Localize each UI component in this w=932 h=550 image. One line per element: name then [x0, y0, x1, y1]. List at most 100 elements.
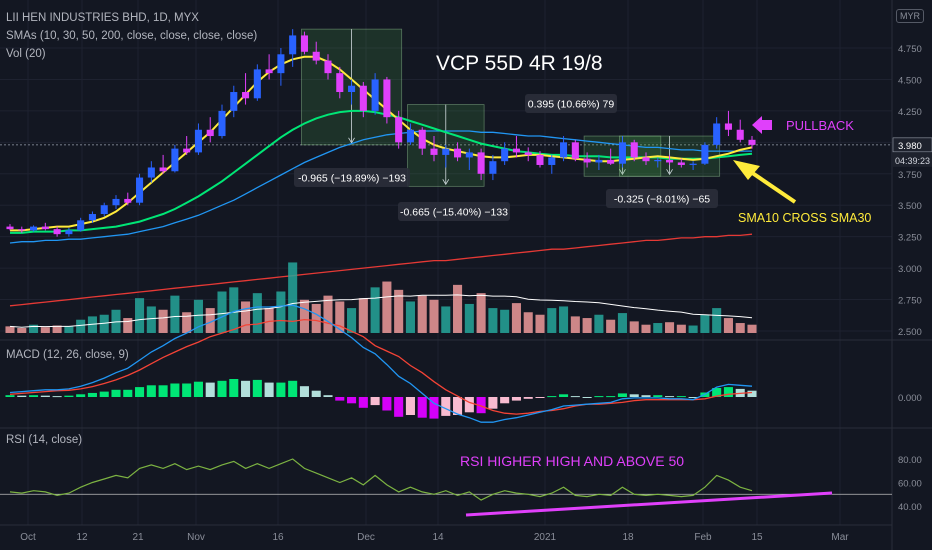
- candle-body: [265, 69, 273, 74]
- candle-body: [336, 73, 344, 93]
- annotation-sma-cross: SMA10 CROSS SMA30: [738, 211, 871, 225]
- candle-body: [689, 163, 697, 165]
- candle-body: [100, 205, 108, 215]
- candle-body: [395, 117, 403, 143]
- volume-bar: [299, 299, 309, 333]
- macd-histogram-bar: [547, 396, 557, 398]
- candle-body: [477, 152, 485, 174]
- volume-bar: [464, 303, 474, 333]
- candle-body: [65, 230, 73, 235]
- time-tick-label: Nov: [187, 532, 205, 543]
- time-tick-label: 18: [622, 532, 634, 543]
- axes: 4.7504.5004.2504.0003.7503.5003.2503.000…: [20, 44, 932, 543]
- candle-body: [124, 198, 132, 203]
- volume-bar: [594, 314, 604, 333]
- time-tick-label: Dec: [357, 532, 375, 543]
- measure-label-1-bg: [294, 168, 410, 187]
- volume-bar: [111, 309, 121, 333]
- measure-label-3-bg: [525, 94, 617, 113]
- volume-bar: [394, 289, 404, 333]
- volume-ma-line: [9, 294, 753, 328]
- candle-body: [253, 69, 261, 99]
- time-tick-label: Oct: [20, 532, 36, 543]
- volume-bar: [417, 295, 427, 333]
- macd-histogram-bar: [641, 395, 651, 397]
- price-tick-label: 4.750: [898, 44, 922, 55]
- candle-body: [194, 129, 202, 153]
- volume-bar: [688, 325, 698, 333]
- candle-body: [571, 142, 579, 159]
- candle-body: [383, 79, 391, 118]
- candle-body: [147, 167, 155, 178]
- macd-histogram-bar: [476, 397, 486, 414]
- rsi-trendline: [465, 491, 833, 517]
- currency-badge[interactable]: MYR: [896, 9, 924, 23]
- candle-body: [136, 177, 144, 203]
- sma30-line: [10, 109, 753, 234]
- rsi-legend: RSI (14, close): [6, 434, 83, 446]
- time-tick-label: 12: [76, 532, 88, 543]
- volume-bar: [747, 324, 757, 333]
- candle-body: [465, 152, 473, 158]
- candle-body: [6, 226, 14, 230]
- candle-body: [159, 167, 167, 172]
- volume-bar: [64, 326, 74, 333]
- macd-histogram-bar: [347, 397, 357, 404]
- countdown-tag: [893, 152, 932, 167]
- candle-body: [454, 148, 462, 158]
- macd-histogram-bar: [99, 391, 109, 397]
- macd-histogram-bar: [123, 389, 133, 397]
- candle-body: [548, 157, 556, 165]
- volume-bar: [511, 303, 521, 333]
- candle-body: [560, 142, 568, 158]
- macd-histogram-bar: [394, 397, 404, 417]
- measure-label-4: -0.325 (−8.01%) −65: [614, 194, 710, 206]
- candle-body: [442, 148, 450, 155]
- price-tick-label: 4.250: [898, 107, 922, 118]
- candle-body: [595, 159, 603, 163]
- candle-body: [300, 35, 308, 52]
- candle-body: [112, 198, 120, 206]
- rsi-line: [9, 458, 753, 501]
- candle-body: [348, 85, 356, 93]
- price-tick-label: 3.500: [898, 201, 922, 212]
- measure-label-2: -0.665 (−15.40%) −133: [400, 207, 508, 219]
- macd-histogram-bar: [135, 387, 145, 397]
- macd-legend: MACD (12, 26, close, 9): [6, 349, 129, 361]
- sma50-line: [9, 130, 752, 244]
- macd-histogram-bar: [311, 390, 321, 397]
- volume-bar: [76, 319, 86, 333]
- volume-bar: [52, 325, 62, 333]
- measure-label-1: -0.965 (−19.89%) −193: [298, 173, 406, 185]
- cross-arrow-shaft: [746, 168, 797, 204]
- macd-signal-line: [9, 318, 753, 415]
- countdown-label: 04:39:23: [895, 156, 930, 166]
- volume-bar: [276, 291, 286, 333]
- candle-body: [583, 158, 591, 163]
- macd-histogram-bar: [276, 382, 286, 397]
- candle-body: [418, 129, 426, 149]
- candles: [6, 29, 756, 237]
- price-tick-label: 3.000: [898, 264, 922, 275]
- volume-bar: [5, 326, 15, 333]
- macd-histogram-bar: [52, 396, 62, 398]
- macd-histogram-bar: [170, 383, 180, 397]
- macd-histogram-bar: [29, 395, 39, 397]
- volume-bar: [358, 298, 368, 333]
- time-tick-label: 15: [751, 532, 763, 543]
- volume-bar: [382, 281, 392, 333]
- candle-body: [171, 148, 179, 172]
- macd-histogram-bar: [370, 397, 380, 406]
- macd-histogram-bar: [559, 394, 569, 397]
- measure-box-2b-arrow-head: [619, 169, 626, 176]
- candle-body: [18, 229, 26, 231]
- macd-histogram-bar: [76, 394, 86, 397]
- macd-histogram-bar: [87, 392, 97, 397]
- macd-histogram-bar: [182, 383, 192, 397]
- candle-body: [512, 148, 520, 153]
- volume-bar: [40, 327, 50, 333]
- volume-bar: [559, 306, 569, 333]
- macd-histogram-bar: [488, 397, 498, 409]
